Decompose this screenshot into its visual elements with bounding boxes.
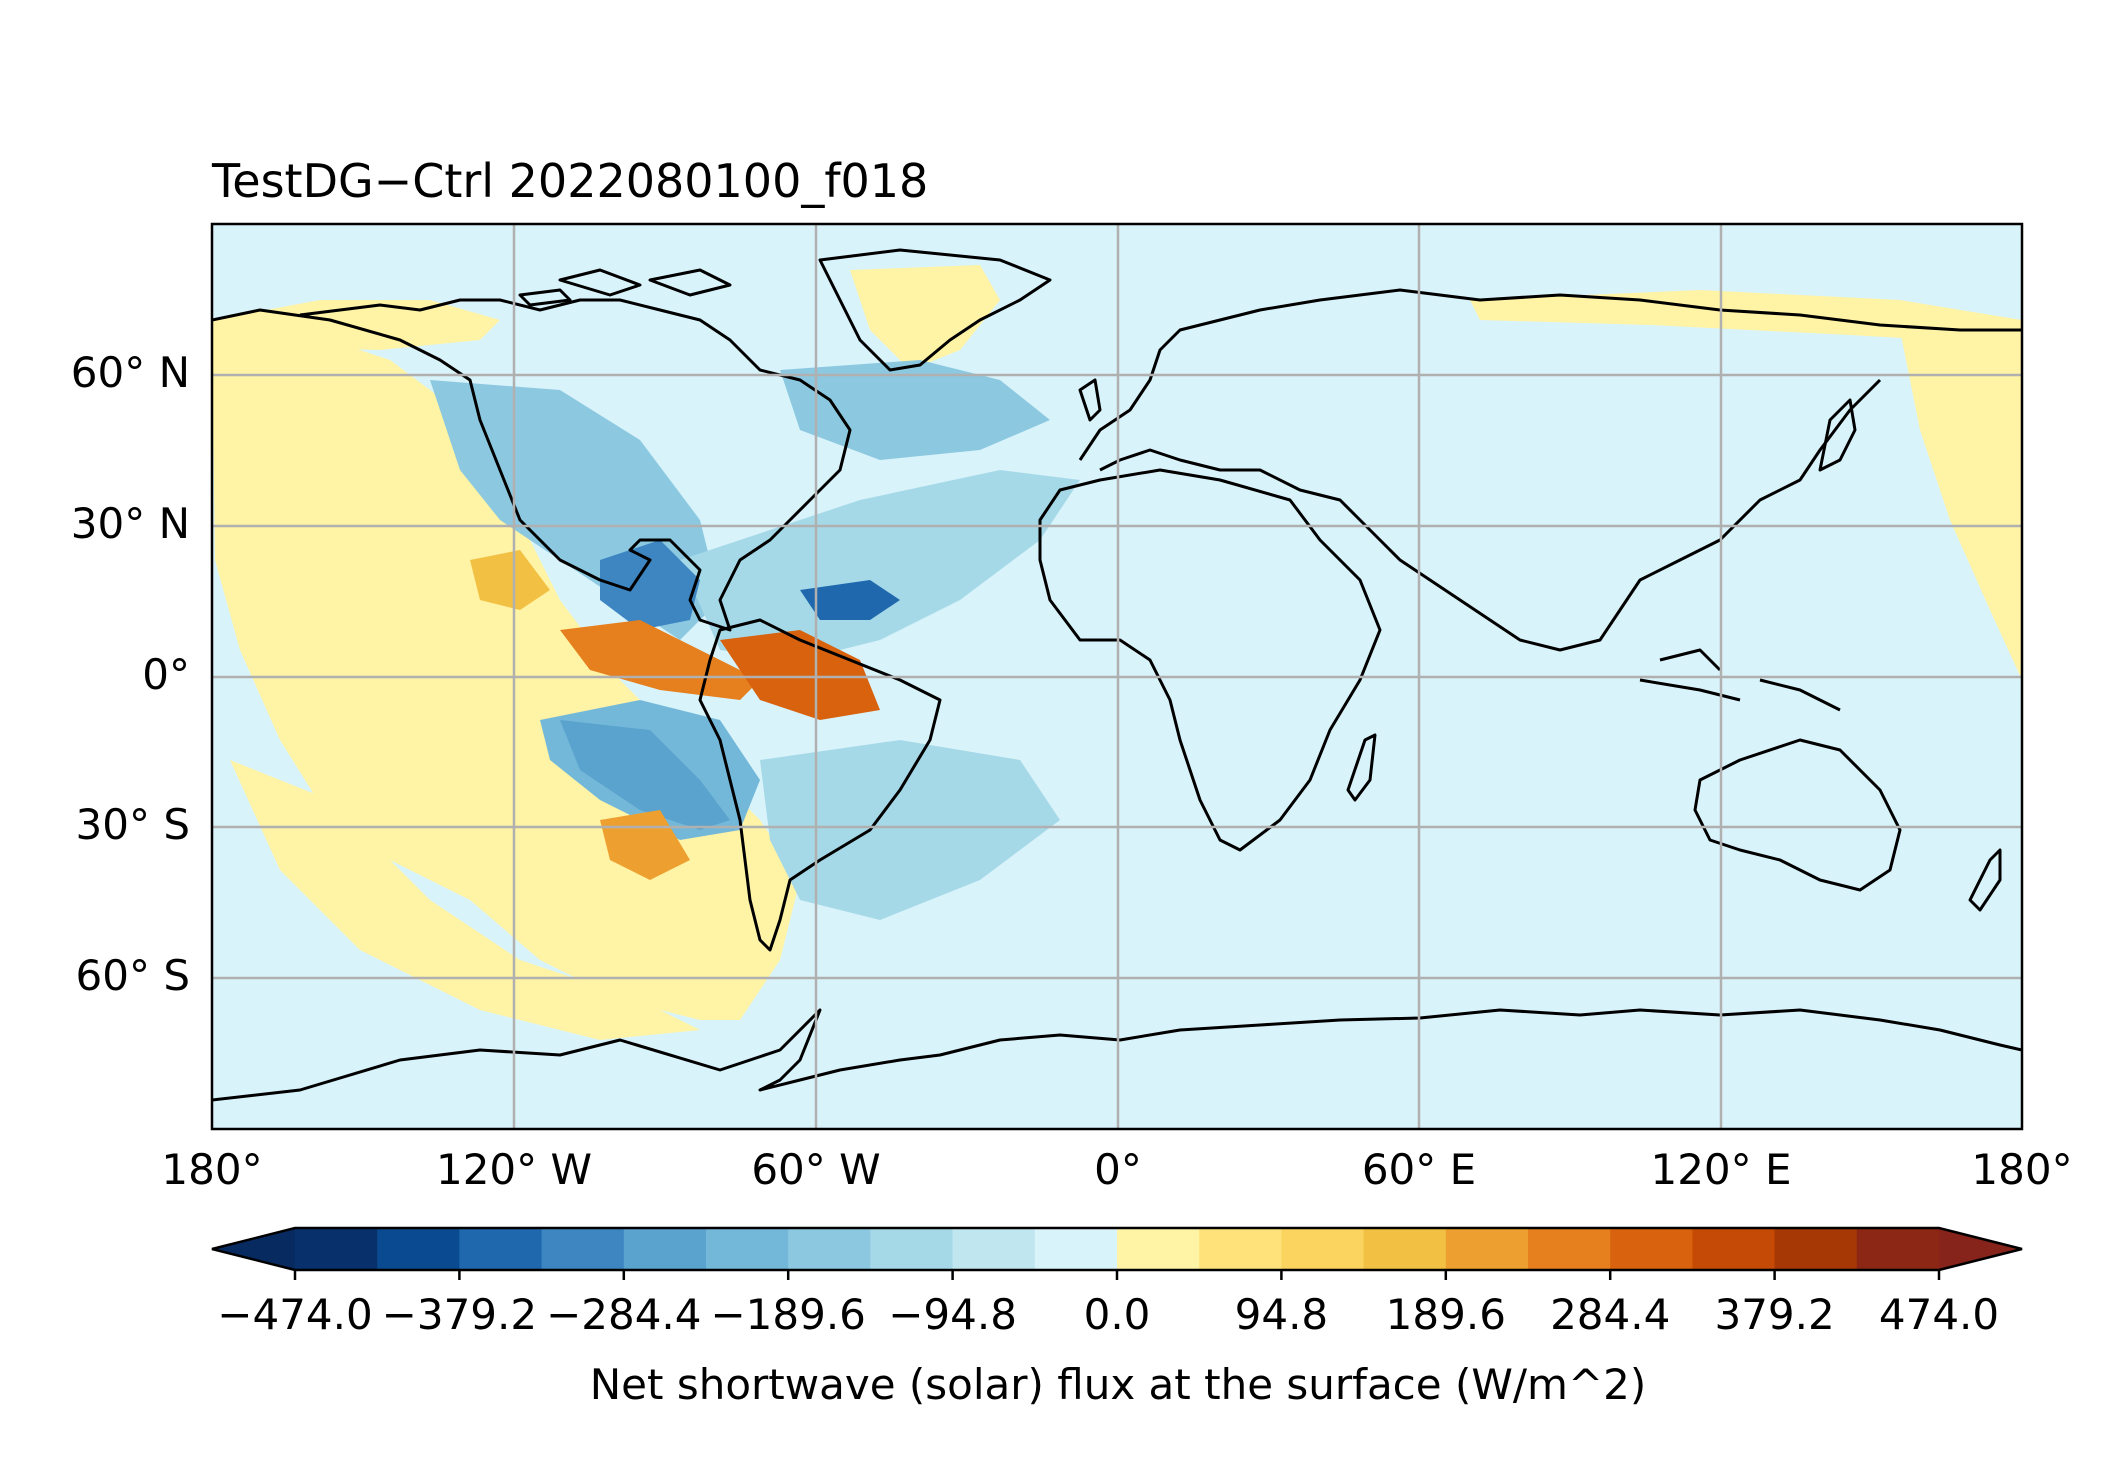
lat-label-30s: 30° S	[75, 800, 190, 849]
greenland-coast	[818, 248, 1052, 372]
colorbar-tick-label: 0.0	[1083, 1290, 1151, 1339]
colorbar-segment	[1774, 1228, 1858, 1270]
colorbar-segment	[1856, 1228, 1940, 1270]
west-pacific-positive-region	[1900, 330, 2022, 680]
eurasia-coast	[1078, 288, 2022, 652]
south-america-coast	[698, 618, 942, 952]
gulf-deep-cloud	[600, 540, 700, 630]
uk-coast	[1078, 378, 1102, 422]
mexico-orange	[470, 550, 550, 610]
colorbar-segment	[1445, 1228, 1529, 1270]
colorbar-segment	[459, 1228, 543, 1270]
colorbar-tick-label: −284.4	[546, 1290, 702, 1339]
map-title: TestDG−Ctrl 2022080100_f018	[212, 154, 929, 208]
gridlines	[212, 224, 2022, 1129]
colorbar-segment	[952, 1228, 1036, 1270]
lat-label-30n: 30° N	[70, 499, 190, 548]
indonesia-coast	[1639, 648, 1841, 712]
lon-label-60e: 60° E	[1361, 1145, 1477, 1194]
north-america-coast	[212, 298, 852, 632]
caribbean-cloud	[800, 580, 900, 620]
colorbar-segment	[870, 1228, 954, 1270]
lat-label-0: 0°	[142, 650, 190, 699]
lon-label-60w: 60° W	[751, 1145, 881, 1194]
lat-label-60s: 60° S	[75, 951, 190, 1000]
colorbar-segment	[623, 1228, 707, 1270]
map-frame	[210, 222, 2024, 1131]
colorbar-segment	[1692, 1228, 1776, 1270]
africa-coast	[1038, 468, 1382, 852]
s-atlantic-cloud	[760, 740, 1060, 920]
colorbar-tick-label: 284.4	[1550, 1290, 1671, 1339]
colorbar-segment	[1363, 1228, 1447, 1270]
lon-label-180e: 180°	[1971, 1145, 2073, 1194]
colorbar-tick-label: 379.2	[1714, 1290, 1835, 1339]
colorbar-segment	[1034, 1228, 1118, 1270]
colorbar-segment	[706, 1228, 789, 1270]
new-zealand-coast	[1968, 848, 2002, 912]
amazon-positive	[720, 630, 880, 720]
colorbar	[211, 1226, 2023, 1280]
lon-label-120e: 120° E	[1650, 1145, 1792, 1194]
japan-coast	[1818, 398, 1857, 472]
colorbar-segment	[1281, 1228, 1365, 1270]
colorbar-segment	[1199, 1228, 1282, 1270]
antarctica-coast	[212, 1008, 2022, 1102]
colorbar-under-triangle	[212, 1228, 295, 1270]
colorbar-tick-label: −94.8	[888, 1290, 1017, 1339]
colorbar-over-triangle	[1939, 1228, 2022, 1270]
lon-label-0: 0°	[1094, 1145, 1142, 1194]
colorbar-tick-label: 189.6	[1385, 1290, 1506, 1339]
canadian-archipelago	[518, 268, 732, 307]
colorbar-label: Net shortwave (solar) flux at the surfac…	[589, 1360, 1647, 1409]
lon-label-120w: 120° W	[435, 1145, 593, 1194]
colorbar-tick-label: 474.0	[1878, 1290, 2000, 1339]
colorbar-segment	[1610, 1228, 1693, 1270]
colorbar-segment	[788, 1228, 871, 1270]
siberia-positive-band	[1470, 290, 2022, 345]
colorbar-tick-label: −189.6	[710, 1290, 866, 1339]
flux-field	[212, 265, 2022, 1040]
south-pacific-positive	[230, 760, 700, 1040]
colorbar-tick-label: −379.2	[381, 1290, 538, 1339]
colorbar-segment	[541, 1228, 625, 1270]
colorbar-tick-label: −474.0	[217, 1290, 373, 1339]
colorbar-segment	[295, 1228, 378, 1270]
coastlines	[212, 248, 2022, 1102]
madagascar-coast	[1346, 733, 1377, 802]
se-pacific-cloud	[560, 720, 730, 830]
itcz-positive	[560, 620, 760, 700]
australia-coast	[1693, 738, 1902, 892]
colorbar-tick-label: 94.8	[1234, 1290, 1329, 1339]
atlantic-cloud-band	[680, 470, 1080, 660]
greenland-positive	[850, 265, 1000, 370]
lon-label-180w: 180°	[161, 1145, 263, 1194]
colorbar-segment	[377, 1228, 460, 1270]
lat-label-60n: 60° N	[70, 348, 190, 397]
colorbar-segment	[1117, 1228, 1200, 1270]
colorbar-segment	[1528, 1228, 1611, 1270]
